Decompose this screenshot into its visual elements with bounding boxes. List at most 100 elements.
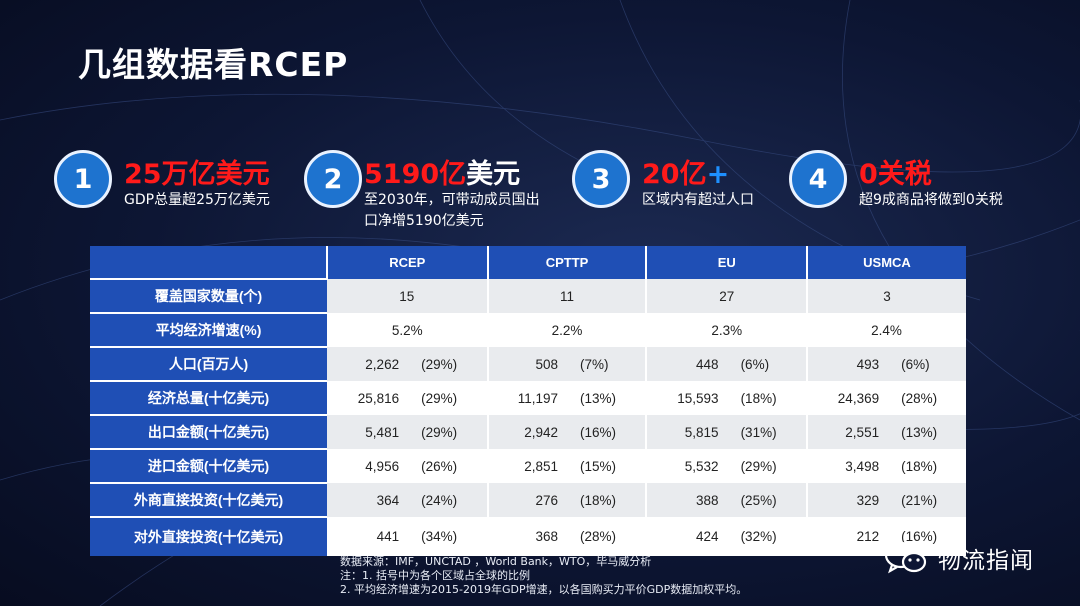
- table-cell-share: (29%): [409, 347, 489, 381]
- table-cell-value: 493: [807, 347, 890, 381]
- number-badge: 1: [54, 150, 112, 208]
- number-badge: 2: [304, 150, 362, 208]
- table-cell-share: (29%): [409, 381, 488, 415]
- table-cell-share: (31%): [728, 415, 809, 449]
- row-label: 进口金额(十亿美元): [90, 448, 327, 483]
- stat-item-population: 3 20亿+ 区域内有超过人口: [572, 150, 792, 230]
- source-note: 数据来源：IMF，UNCTAD ，World Bank，WTO，毕马威分析: [340, 555, 652, 568]
- table-cell-value: 441: [327, 517, 410, 556]
- table-cell-value: 2,262: [327, 347, 410, 381]
- table-row: 覆盖国家数量(个) 15 11 27 3: [90, 278, 966, 313]
- page-title: 几组数据看RCEP: [78, 45, 349, 84]
- footnote-1: 注：1. 括号中为各个区域占全球的比例: [340, 569, 530, 582]
- table-cell-share: (25%): [728, 483, 809, 517]
- stat-headline: 25万亿美元: [124, 159, 270, 190]
- number-badge: 3: [572, 150, 630, 208]
- table-cell-value: 11,197: [487, 381, 569, 415]
- table-cell-share: (29%): [409, 415, 489, 449]
- stat-description: 超9成商品将做到0关税: [859, 192, 1003, 208]
- header-cell-usmca: USMCA: [807, 246, 966, 279]
- table-cell-value: 212: [807, 517, 890, 556]
- row-label: 覆盖国家数量(个): [90, 278, 327, 313]
- stat-description: GDP总量超25万亿美元: [124, 192, 270, 208]
- table-cell: 3: [807, 279, 966, 313]
- stat-item-gdp: 1 25万亿美元 GDP总量超25万亿美元: [54, 150, 304, 230]
- table-cell-share: (15%): [568, 449, 647, 483]
- stat-headline: 0关税: [859, 159, 932, 190]
- table-cell: 2.2%: [487, 313, 647, 347]
- table-cell-share: (13%): [568, 381, 647, 415]
- table-row: 进口金额(十亿美元) 4,956 (26%) 2,851 (15%) 5,532…: [90, 448, 966, 483]
- table-row: 对外直接投资(十亿美元) 441 (34%) 368 (28%) 424 (32…: [90, 516, 966, 556]
- header-cell-rcep: RCEP: [327, 246, 489, 279]
- table-cell-share: (18%): [568, 483, 648, 517]
- stat-description: 至2030年，可带动成员国出 口净增5190亿美元: [364, 192, 540, 229]
- header-cell-empty: [90, 246, 328, 279]
- table-cell-share: (16%): [889, 517, 966, 556]
- table-cell-value: 508: [487, 347, 569, 381]
- footnote-2: 2. 平均经济增速为2015-2019年GDP增速，以各国购买力平价GDP数据加…: [340, 583, 748, 596]
- table-row: 经济总量(十亿美元) 25,816 (29%) 11,197 (13%) 15,…: [90, 380, 966, 415]
- table-cell-share: (28%): [889, 381, 966, 415]
- row-label: 外商直接投资(十亿美元): [90, 482, 327, 517]
- table-cell: 15: [327, 279, 489, 313]
- table-cell-share: (6%): [889, 347, 966, 381]
- table-cell-share: (34%): [409, 517, 488, 556]
- table-cell-value: 448: [646, 347, 729, 381]
- table-cell-value: 5,532: [646, 449, 729, 483]
- table-cell-value: 329: [807, 483, 890, 517]
- row-label: 人口(百万人): [90, 346, 327, 381]
- table-cell-value: 276: [487, 483, 569, 517]
- row-label: 经济总量(十亿美元): [90, 380, 327, 415]
- header-cell-eu: EU: [646, 246, 808, 279]
- table-cell-share: (26%): [409, 449, 488, 483]
- table-cell-value: 4,956: [327, 449, 410, 483]
- table-row: 外商直接投资(十亿美元) 364 (24%) 276 (18%) 388 (25…: [90, 482, 966, 517]
- stat-item-tariff: 4 0关税 超9成商品将做到0关税: [789, 150, 1049, 230]
- table-cell-share: (28%): [568, 517, 647, 556]
- table-cell-value: 2,551: [807, 415, 890, 449]
- table-cell-share: (7%): [568, 347, 648, 381]
- comparison-table: RCEP CPTTP EU USMCA 覆盖国家数量(个) 15 11 27 3…: [90, 246, 966, 556]
- brand-watermark: 物流指闻: [884, 540, 1034, 576]
- table-cell: 11: [487, 279, 648, 313]
- brand-name: 物流指闻: [938, 548, 1034, 574]
- header-cell-cpttp: CPTTP: [487, 246, 648, 279]
- table-cell-share: (18%): [728, 381, 807, 415]
- table-header-row: RCEP CPTTP EU USMCA: [90, 246, 966, 279]
- table-cell-share: (24%): [409, 483, 489, 517]
- table-cell-value: 2,942: [487, 415, 569, 449]
- table-cell-value: 15,593: [646, 381, 729, 415]
- table-row: 出口金额(十亿美元) 5,481 (29%) 2,942 (16%) 5,815…: [90, 414, 966, 449]
- number-badge: 4: [789, 150, 847, 208]
- wechat-icon: [884, 541, 927, 574]
- row-label: 对外直接投资(十亿美元): [90, 516, 327, 556]
- table-cell-share: (21%): [889, 483, 966, 517]
- footnotes: 数据来源：IMF，UNCTAD ，World Bank，WTO，毕马威分析 注：…: [340, 555, 747, 597]
- table-cell: 27: [646, 279, 808, 313]
- table-cell-value: 364: [327, 483, 410, 517]
- table-cell-share: (6%): [728, 347, 809, 381]
- table-cell-share: (32%): [728, 517, 807, 556]
- table-cell-value: 3,498: [807, 449, 890, 483]
- stat-headline: 20亿+: [642, 159, 730, 190]
- table-cell-value: 368: [487, 517, 569, 556]
- table-cell: 2.3%: [646, 313, 807, 347]
- table-cell-share: (18%): [889, 449, 966, 483]
- table-cell-share: (16%): [568, 415, 648, 449]
- table-cell-share: (29%): [728, 449, 807, 483]
- table-cell-value: 24,369: [807, 381, 890, 415]
- table-cell-share: (13%): [889, 415, 966, 449]
- table-cell-value: 25,816: [327, 381, 410, 415]
- table-cell-value: 2,851: [487, 449, 569, 483]
- table-cell-value: 5,481: [327, 415, 410, 449]
- table-cell: 5.2%: [327, 313, 488, 347]
- row-label: 平均经济增速(%): [90, 312, 327, 347]
- table-cell-value: 424: [646, 517, 729, 556]
- row-label: 出口金额(十亿美元): [90, 414, 327, 449]
- stat-description: 区域内有超过人口: [642, 192, 754, 208]
- stat-headline: 5190亿美元: [364, 159, 521, 190]
- table-cell-value: 388: [646, 483, 729, 517]
- table-row: 平均经济增速(%) 5.2% 2.2% 2.3% 2.4%: [90, 312, 966, 347]
- table-cell: 2.4%: [807, 313, 966, 347]
